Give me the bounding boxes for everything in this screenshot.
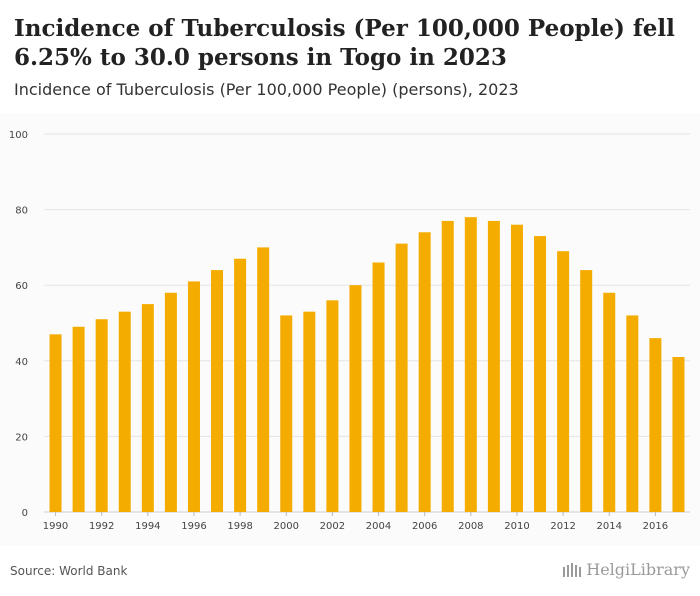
x-tick-label: 2014 [597, 521, 622, 532]
bar [626, 315, 639, 512]
x-tick-label: 2016 [643, 521, 668, 532]
bar-chart: 0 20 40 60 80 100 1990 1992 1994 1996 1998 2000 2002… [9, 130, 690, 532]
bar [164, 292, 177, 512]
bar [118, 311, 131, 512]
bar [326, 300, 339, 512]
y-tick-label: 0 [22, 508, 28, 519]
bar [95, 319, 108, 512]
x-tick-label: 2000 [274, 521, 299, 532]
x-tick-label: 2010 [504, 521, 529, 532]
x-tick-label: 1994 [135, 521, 160, 532]
bar [649, 338, 662, 512]
x-tick-label: 2008 [458, 521, 483, 532]
y-tick-label: 80 [15, 206, 28, 217]
x-tick-label: 2004 [366, 521, 391, 532]
x-tick-label: 2006 [412, 521, 437, 532]
bar [234, 258, 247, 512]
bar [418, 232, 431, 512]
x-tick-label: 1996 [181, 521, 206, 532]
logo-text: HelgiLibrary [586, 560, 690, 579]
bar [72, 326, 85, 512]
y-tick-label: 60 [15, 281, 28, 292]
bar [187, 281, 200, 512]
bar [534, 236, 547, 512]
bar [672, 357, 685, 512]
y-tick-label: 40 [15, 357, 28, 368]
bar [280, 315, 293, 512]
y-tick-label: 20 [15, 432, 28, 443]
bar [211, 270, 224, 512]
bar [580, 270, 593, 512]
helgi-library-logo[interactable]: HelgiLibrary [562, 560, 690, 579]
bar [303, 311, 316, 512]
library-building-icon [563, 562, 582, 577]
x-tick-label: 1990 [43, 521, 68, 532]
chart-title: Incidence of Tuberculosis (Per 100,000 P… [14, 15, 675, 71]
bar [441, 220, 454, 512]
x-tick-label: 1998 [227, 521, 252, 532]
source-note: Source: World Bank [10, 564, 128, 578]
bar [141, 304, 154, 512]
y-tick-label: 100 [9, 130, 28, 141]
bar [464, 217, 477, 512]
x-tick-label: 1992 [89, 521, 114, 532]
bar [49, 334, 62, 512]
bar [372, 262, 385, 512]
bar [487, 220, 500, 512]
bar [557, 251, 570, 512]
bar [395, 243, 408, 512]
x-tick-label: 2002 [320, 521, 345, 532]
bar [603, 292, 616, 512]
x-tick-label: 2012 [550, 521, 575, 532]
bar [257, 247, 270, 512]
bar [510, 224, 523, 512]
chart-subtitle: Incidence of Tuberculosis (Per 100,000 P… [14, 80, 519, 99]
bar [349, 285, 362, 512]
